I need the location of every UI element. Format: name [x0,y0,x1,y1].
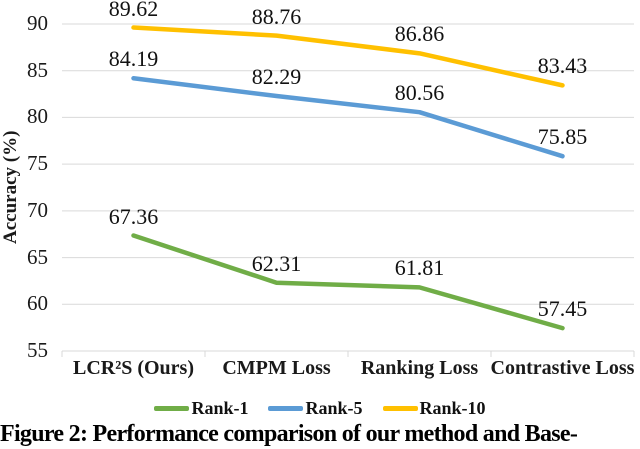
data-label-rank-1: 62.31 [251,250,302,276]
line-chart: Accuracy (%) 55 60 65 70 75 80 85 90 LCR²S (Our… [0,0,640,419]
y-tick-label: 55 [27,338,48,362]
legend: Rank-1 Rank-5 Rank-10 [0,398,640,419]
chart-canvas [61,23,635,357]
series-line-rank-5 [131,76,565,159]
data-label-rank-1: 67.36 [108,203,159,229]
y-tick-label: 85 [27,57,48,82]
data-label-rank-5: 80.56 [394,80,445,106]
x-category-label-ranking-loss: Ranking Loss [360,357,479,379]
y-tick-label: 70 [27,197,48,222]
legend-swatch-rank-10 [382,406,418,411]
data-label-rank-5: 75.85 [537,124,588,150]
series-line-rank-1 [131,233,565,331]
data-label-rank-10: 88.76 [251,3,302,29]
legend-label-rank-5: Rank-5 [305,398,363,418]
y-tick-label: 75 [27,151,48,176]
x-category-label-cmpm-loss: CMPM Loss [222,357,331,379]
y-tick-label: 60 [27,291,48,316]
figure-caption: Figure 2: Performance comparison of our … [0,421,578,447]
data-label-rank-1: 61.81 [394,255,445,281]
data-label-rank-10: 83.43 [537,53,588,79]
data-label-rank-1: 57.45 [537,296,588,322]
legend-label-rank-10: Rank-10 [419,398,486,418]
y-tick-label: 90 [27,11,48,35]
legend-swatch-rank-5 [268,406,304,411]
legend-label-rank-1: Rank-1 [191,398,249,418]
legend-item-rank-10: Rank-10 [382,398,486,419]
data-label-rank-10: 86.86 [394,21,445,47]
data-label-rank-5: 82.29 [251,64,302,90]
legend-swatch-rank-1 [154,406,190,411]
x-category-label-contrastive-loss: Contrastive Loss [490,357,635,379]
data-label-rank-5: 84.19 [108,46,159,72]
data-label-rank-10: 89.62 [108,0,159,21]
x-category-label-lcr-s-ours: LCR²S (Ours) [72,357,194,379]
legend-item-rank-5: Rank-5 [268,398,363,419]
y-tick-label: 80 [27,104,48,129]
series-line-rank-10 [131,25,565,88]
legend-item-rank-1: Rank-1 [154,398,248,419]
y-tick-label: 65 [27,244,48,269]
